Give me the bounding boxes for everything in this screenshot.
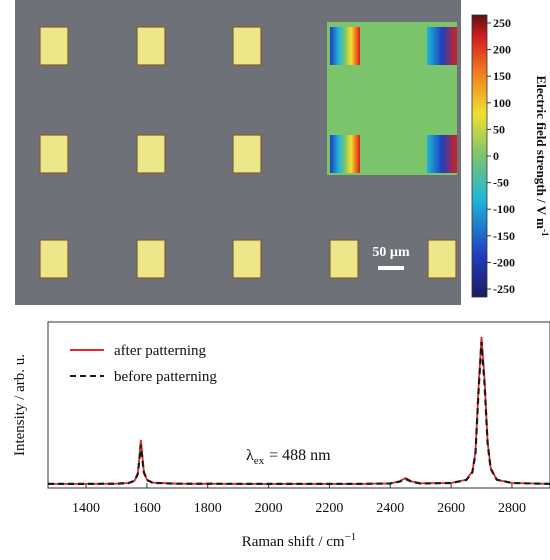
- x-tick-label: 1400: [72, 501, 100, 516]
- colorbar-tick-label: 100: [493, 96, 511, 110]
- legend-label: before patterning: [114, 369, 217, 385]
- micrograph: 50 µm: [15, 0, 487, 305]
- colorbar-tick-label: 0: [493, 149, 499, 163]
- colorbar-tick-label: -100: [493, 202, 515, 216]
- x-axis-label-sup: −1: [345, 531, 357, 543]
- x-tick-label: 2400: [376, 501, 404, 516]
- colorbar-tick-label: -150: [493, 229, 515, 243]
- annotation-subscript: ex: [254, 455, 265, 467]
- colorbar-tick-label: -50: [493, 176, 509, 190]
- scale-bar: [378, 266, 404, 270]
- colorbar-label-text: Electric field strength / V m: [534, 76, 549, 230]
- colorbar-tick-label: 50: [493, 122, 505, 136]
- x-tick-label: 2600: [437, 501, 465, 516]
- x-axis-label: Raman shift / cm−1: [242, 531, 357, 550]
- spectrum-plot: 1400 1600 1800 2000 2200 2400 2600 2800 after pa…: [48, 322, 550, 516]
- colorbar-tick-label: -250: [493, 282, 515, 296]
- field-block: [330, 27, 360, 65]
- y-axis-label: Intensity / arb. u.: [12, 354, 28, 456]
- colorbar-tick-label: 200: [493, 43, 511, 57]
- x-tick-label: 2200: [315, 501, 343, 516]
- colorbar-tick-label: -200: [493, 255, 515, 269]
- legend-label: after patterning: [114, 343, 207, 359]
- colorbar-ticks: 250 200 150 100 50 0 -50 -100 -150 -200 -250: [487, 16, 515, 296]
- colorbar-tick-label: 250: [493, 16, 511, 30]
- colorbar-label-sup: -1: [540, 229, 550, 237]
- field-block: [427, 135, 457, 173]
- colorbar-tick-label: 150: [493, 69, 511, 83]
- x-tick-label: 2000: [255, 501, 283, 516]
- field-block: [330, 135, 360, 173]
- scale-bar-label: 50 µm: [372, 245, 410, 260]
- figure: 50 µm 250 200 150 100 50 0 -50 -100 -150 -200 -250…: [0, 0, 550, 555]
- annotation: λex= 488 nm: [246, 447, 331, 467]
- colorbar: [472, 15, 487, 297]
- colorbar-label: Electric field strength / V m-1: [534, 76, 550, 237]
- x-tick-label: 1800: [194, 501, 222, 516]
- field-block: [427, 27, 457, 65]
- x-tick-label: 1600: [133, 501, 161, 516]
- x-tick-label: 2800: [498, 501, 526, 516]
- annotation-text: = 488 nm: [269, 447, 331, 464]
- x-axis-label-text: Raman shift / cm: [242, 534, 345, 550]
